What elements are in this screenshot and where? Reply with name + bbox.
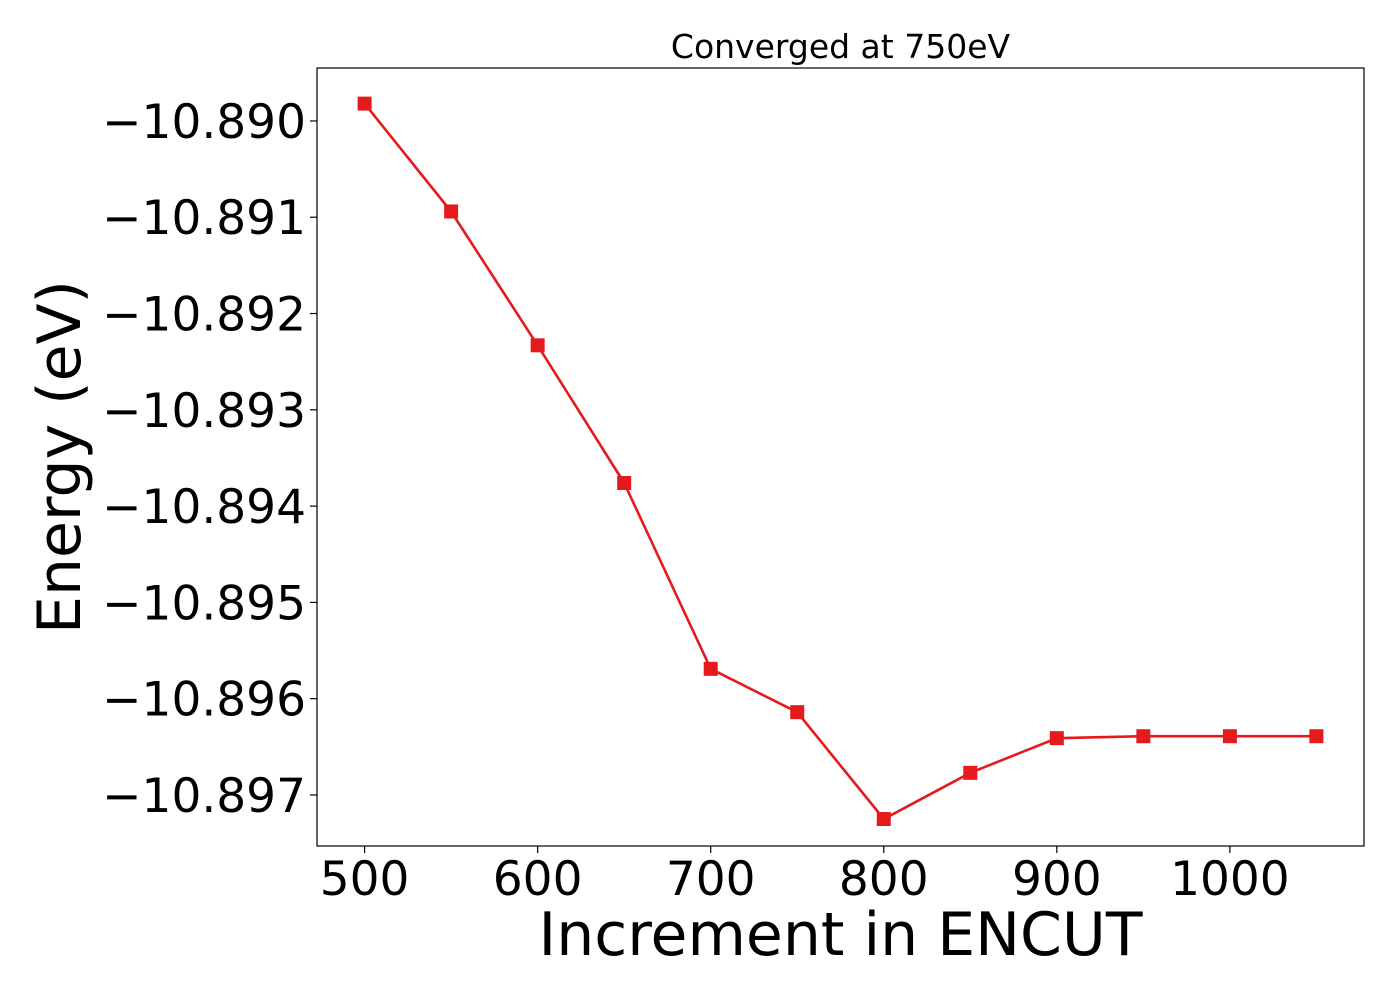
y-tick-label: −10.893	[102, 384, 306, 439]
y-tick-label: −10.896	[102, 673, 306, 728]
data-point-marker	[703, 661, 718, 676]
data-point-marker	[1136, 729, 1151, 744]
x-tick-label: 900	[1012, 852, 1102, 907]
data-point-marker	[1309, 729, 1324, 744]
data-point-marker	[1049, 731, 1064, 746]
x-tick-label: 700	[666, 852, 756, 907]
data-point-marker	[530, 338, 545, 353]
energy-series-line	[363, 102, 1317, 821]
data-point-marker	[790, 705, 805, 720]
y-axis-label: Energy (eV)	[25, 280, 95, 634]
x-axis: 500 600 700 800 900 1000	[320, 846, 1290, 907]
y-tick-label: −10.892	[102, 288, 306, 343]
y-tick-label: −10.897	[102, 769, 306, 824]
y-tick-label: −10.891	[102, 191, 306, 246]
plot-frame	[316, 67, 1365, 847]
x-tick-label: 800	[839, 852, 929, 907]
x-tick-label: 500	[320, 852, 410, 907]
data-point-marker	[1222, 729, 1237, 744]
data-point-marker	[444, 204, 459, 219]
plot-area	[316, 67, 1365, 847]
x-tick-label: 600	[493, 852, 583, 907]
chart-title: Converged at 750eV	[671, 27, 1011, 66]
data-point-marker	[876, 812, 891, 827]
y-tick-label: −10.890	[102, 95, 306, 150]
x-tick-label: 1000	[1170, 852, 1290, 907]
y-tick-label: −10.894	[102, 480, 306, 535]
y-axis: −10.890 −10.891 −10.892 −10.893 −10.894 −10.8…	[102, 95, 317, 824]
x-axis-label: Increment in ENCUT	[539, 900, 1143, 970]
data-point-marker	[963, 765, 978, 780]
y-tick-label: −10.895	[102, 576, 306, 631]
data-point-marker	[357, 96, 372, 111]
data-point-marker	[617, 475, 632, 490]
